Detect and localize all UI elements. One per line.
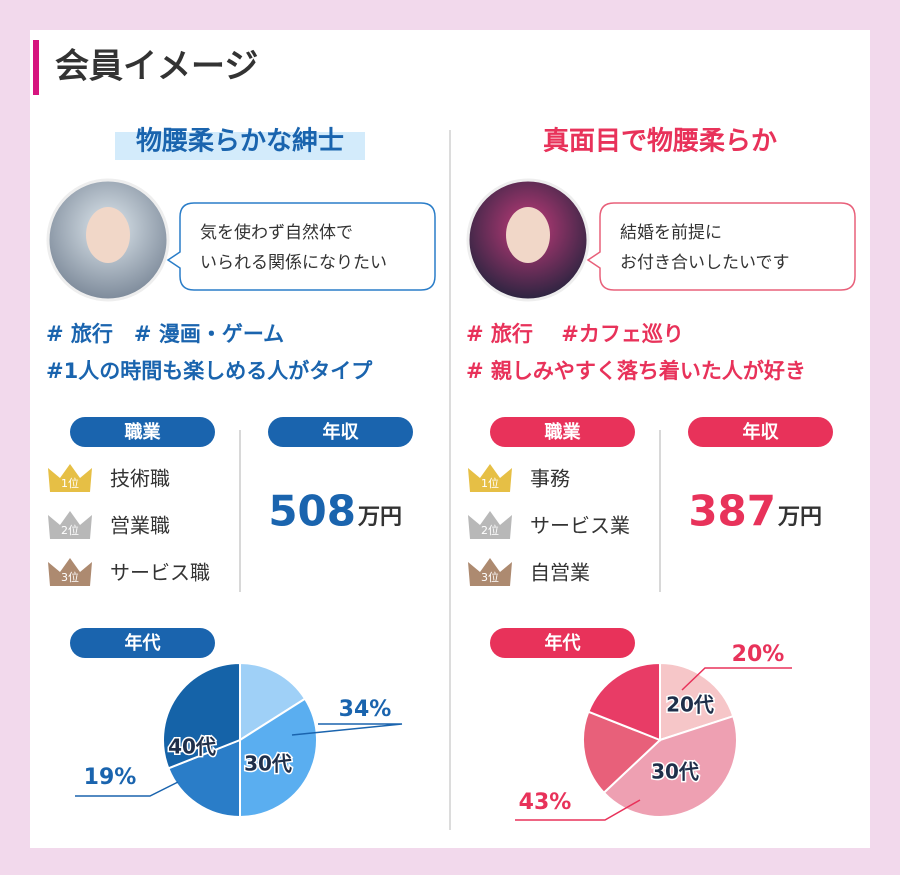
job-name: 自営業 bbox=[530, 561, 590, 585]
pie-slice bbox=[582, 710, 662, 795]
rank-crown bbox=[48, 558, 92, 586]
label-pill bbox=[70, 417, 215, 447]
leader-line bbox=[681, 667, 792, 691]
label-pill-text: 年収 bbox=[743, 421, 780, 443]
avatar-face bbox=[86, 207, 130, 263]
label-pill-text: 年収 bbox=[323, 421, 360, 443]
tag-line: #1人の時間も楽しめる人がタイプ bbox=[46, 359, 373, 383]
label-pill-text: 職業 bbox=[125, 421, 162, 443]
avatar-face bbox=[506, 207, 550, 263]
income-unit: 万円 bbox=[357, 505, 402, 530]
rank-label: 2位 bbox=[61, 523, 79, 537]
tag-line: # 親しみやすく落ち着いた人が好き bbox=[466, 359, 806, 383]
rank-crown bbox=[48, 464, 92, 492]
label-pill-text: 年代 bbox=[125, 632, 161, 654]
slice-value-label: 34% bbox=[339, 697, 392, 722]
page-title: 会員イメージ bbox=[55, 47, 258, 87]
job-name: 技術職 bbox=[110, 467, 170, 491]
leader-line bbox=[515, 799, 641, 821]
quote-line: お付き合いしたいです bbox=[620, 253, 790, 273]
pie-slice bbox=[587, 661, 661, 742]
slice-value-label: 20% bbox=[732, 642, 785, 667]
pie-slice bbox=[239, 697, 318, 819]
tag-line: # 旅行 #カフェ巡り bbox=[466, 322, 684, 346]
heading-highlight bbox=[115, 132, 365, 160]
pie-slice bbox=[659, 661, 735, 742]
job-name: サービス職 bbox=[110, 561, 210, 585]
rank-crown bbox=[468, 558, 512, 586]
pie-slice bbox=[167, 738, 241, 819]
job-name: 営業職 bbox=[110, 514, 170, 538]
income-value: 508 bbox=[268, 487, 356, 536]
rank-label: 1位 bbox=[61, 476, 79, 490]
rank-label: 3位 bbox=[481, 570, 499, 584]
rank-label: 1位 bbox=[481, 476, 499, 490]
label-pill bbox=[688, 417, 833, 447]
label-pill bbox=[70, 628, 215, 658]
income-value: 387 bbox=[688, 487, 776, 536]
rank-label: 3位 bbox=[61, 570, 79, 584]
tag-line: # 旅行 # 漫画・ゲーム bbox=[46, 322, 284, 346]
rank-crown bbox=[48, 511, 92, 539]
label-pill bbox=[490, 417, 635, 447]
pie-slice bbox=[602, 714, 738, 818]
job-name: 事務 bbox=[530, 467, 570, 491]
quote-line: 結婚を前提に bbox=[620, 223, 722, 243]
pie-slice bbox=[239, 661, 307, 742]
slice-value-label: 43% bbox=[519, 790, 572, 815]
quote-line: 気を使わず自然体で bbox=[200, 222, 353, 243]
leader-line bbox=[75, 781, 179, 797]
label-pill bbox=[490, 628, 635, 658]
label-pill bbox=[268, 417, 413, 447]
rank-label: 2位 bbox=[481, 523, 499, 537]
slice-value-label: 19% bbox=[84, 765, 137, 790]
profile-heading: 物腰柔らかな紳士 bbox=[136, 126, 344, 157]
label-pill-text: 年代 bbox=[545, 632, 581, 654]
speech-bubble bbox=[586, 202, 856, 291]
rank-crown bbox=[468, 464, 512, 492]
slice-category: 40代 bbox=[168, 735, 216, 759]
speech-bubble bbox=[166, 202, 436, 291]
job-name: サービス業 bbox=[530, 514, 630, 538]
pie-slice bbox=[162, 661, 241, 770]
label-pill-text: 職業 bbox=[545, 421, 582, 443]
income-unit: 万円 bbox=[777, 505, 822, 530]
rank-crown bbox=[468, 511, 512, 539]
leader-line bbox=[291, 723, 403, 736]
title-bar bbox=[33, 40, 39, 95]
slice-category: 30代 bbox=[651, 760, 699, 784]
profile-heading: 真面目で物腰柔らか bbox=[543, 127, 777, 157]
slice-category: 30代 bbox=[244, 752, 292, 776]
slice-category: 20代 bbox=[666, 693, 714, 717]
quote-line: いられる関係になりたい bbox=[200, 253, 387, 273]
